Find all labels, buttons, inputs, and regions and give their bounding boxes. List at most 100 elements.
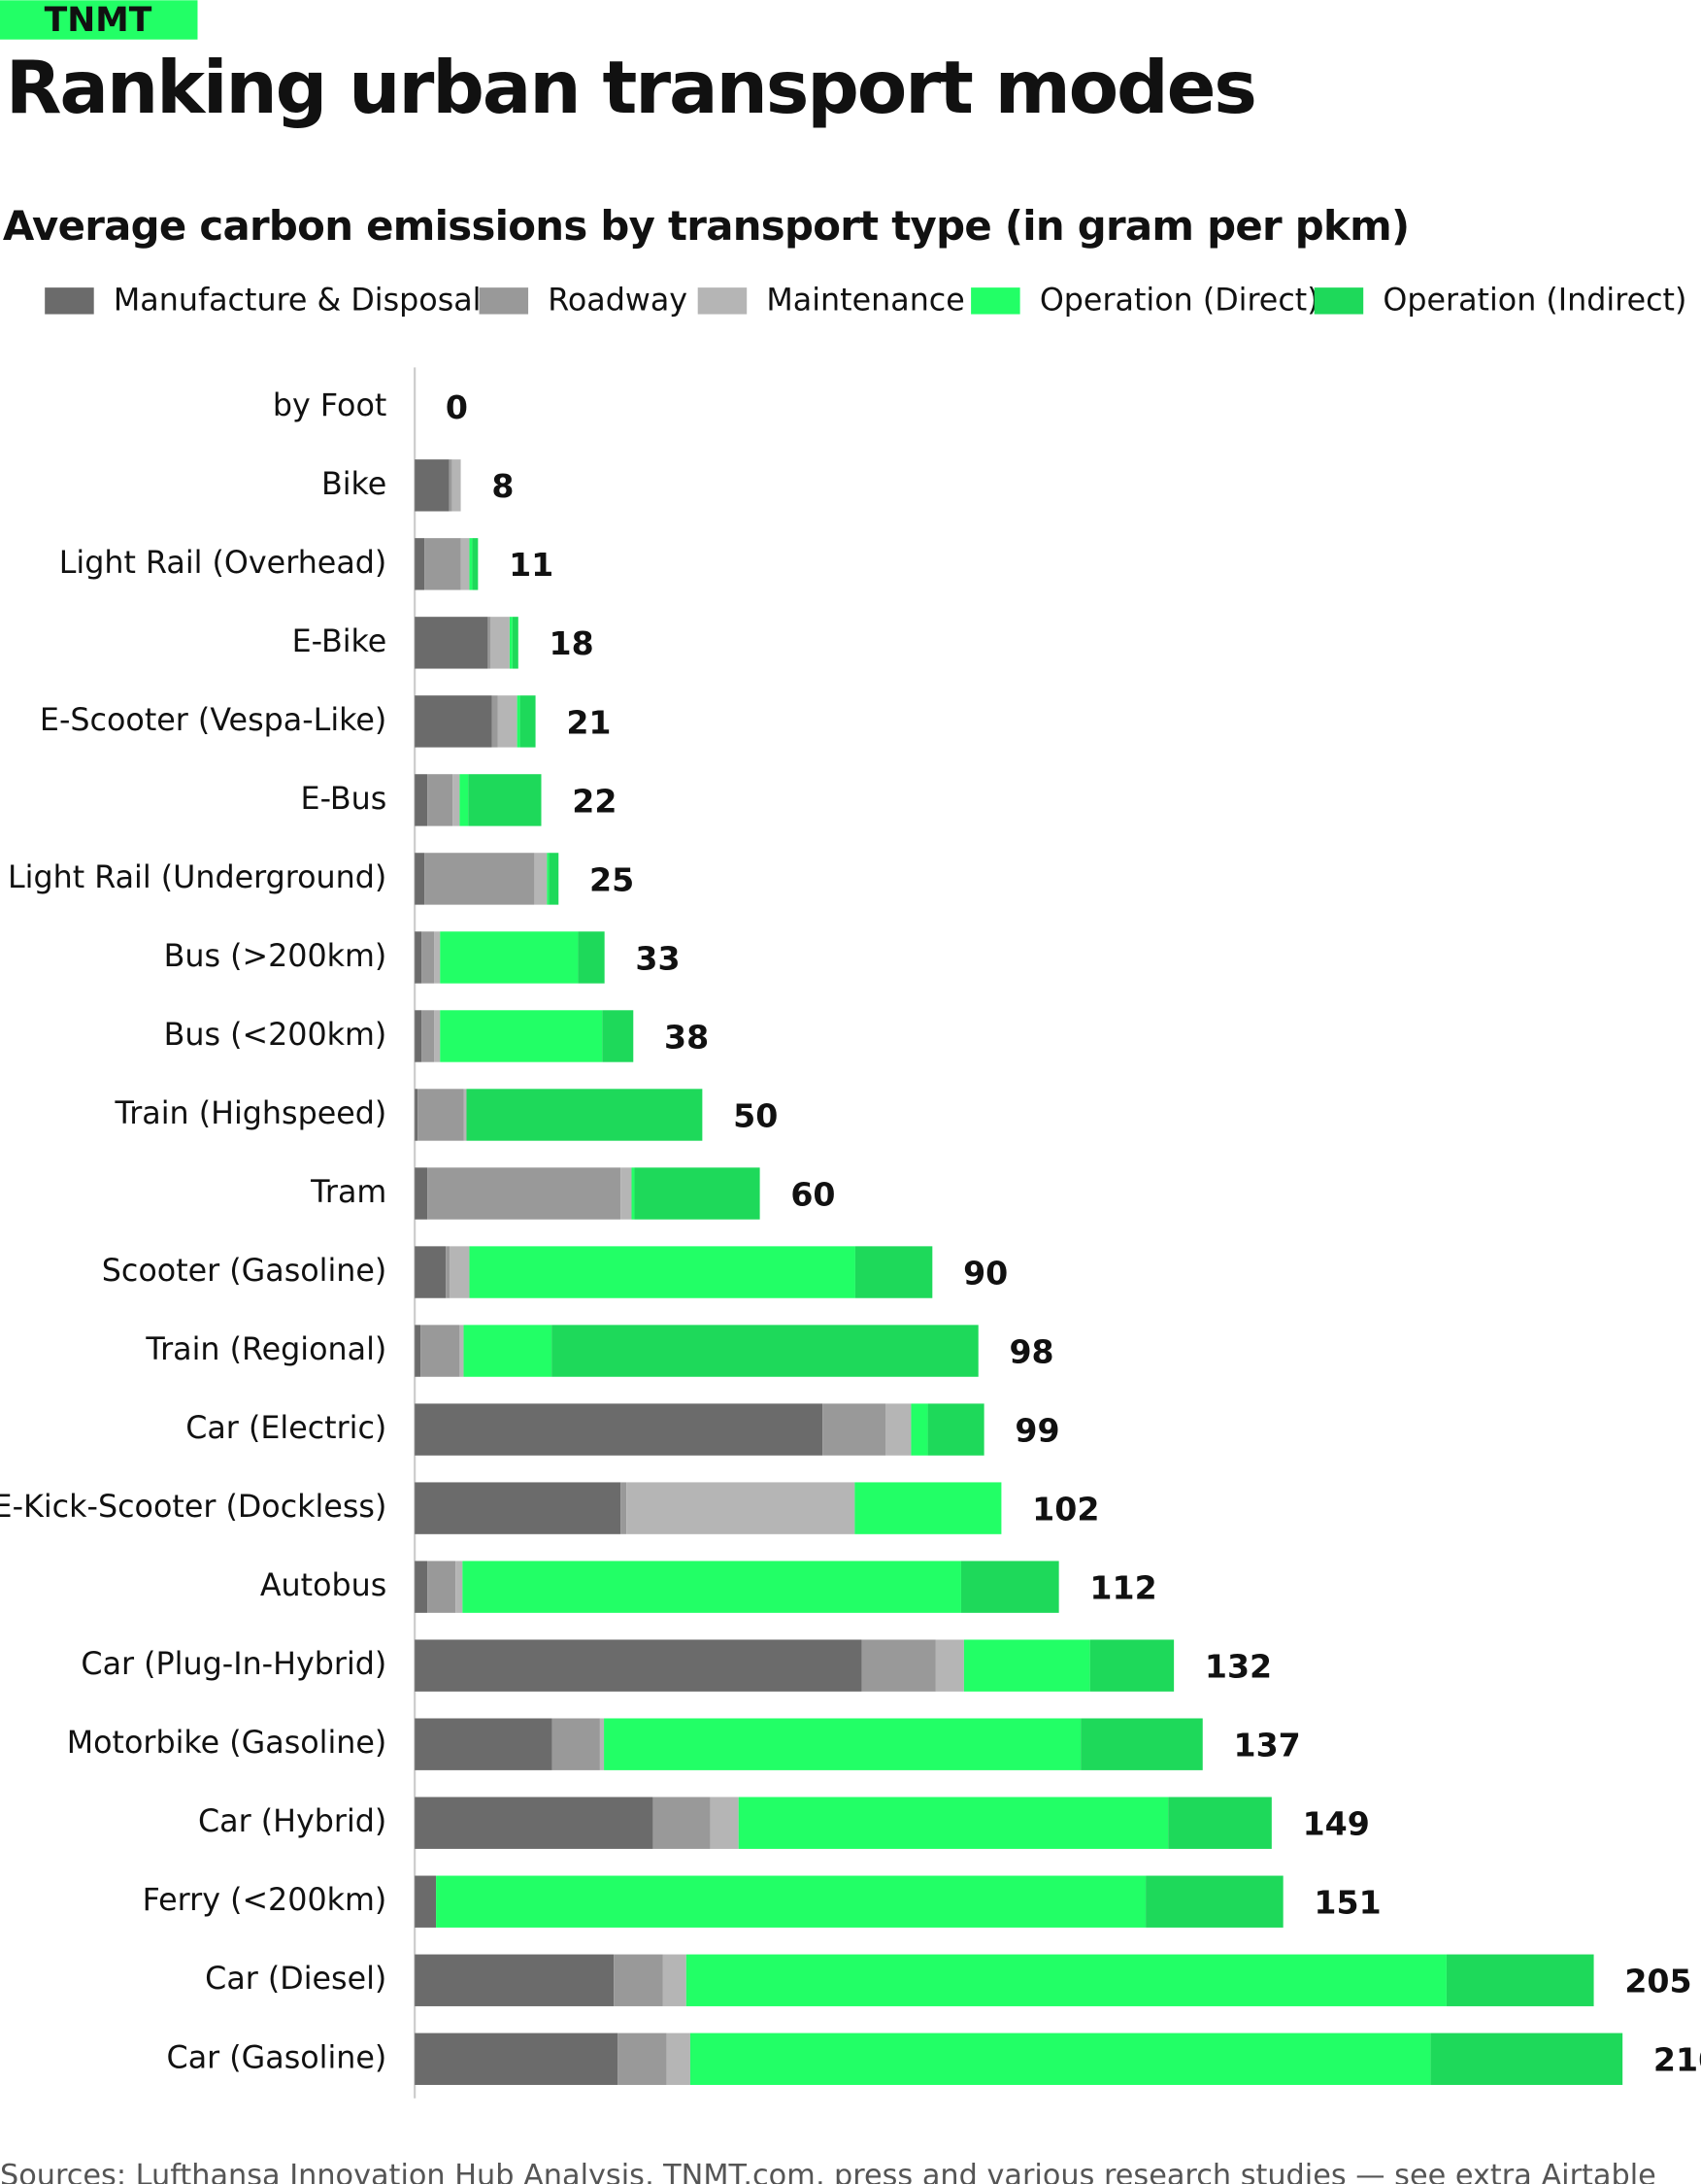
bar-segment bbox=[415, 1482, 621, 1534]
bar-segment bbox=[415, 1325, 421, 1377]
category-label: Bike bbox=[321, 467, 386, 502]
bar-segment bbox=[487, 617, 491, 669]
bar-segment bbox=[620, 1167, 632, 1220]
bar-segment bbox=[652, 1797, 711, 1849]
bar-segment bbox=[459, 1325, 464, 1377]
legend-label: Roadway bbox=[548, 284, 687, 319]
legend-swatch bbox=[1314, 287, 1364, 315]
total-label: 137 bbox=[1233, 1727, 1300, 1764]
bar-segment bbox=[685, 1954, 1447, 2006]
bar-segment bbox=[440, 931, 579, 984]
bar-segment bbox=[634, 1167, 760, 1220]
category-label: Tram bbox=[310, 1175, 386, 1210]
category-label: E-Bus bbox=[301, 782, 387, 817]
total-label: 210 bbox=[1653, 2041, 1701, 2079]
bar-segment bbox=[415, 538, 425, 590]
bar-segment bbox=[1168, 1797, 1272, 1849]
bar-segment bbox=[469, 1246, 855, 1298]
bar-segment bbox=[469, 538, 473, 590]
category-label: Motorbike (Gasoline) bbox=[67, 1726, 387, 1761]
total-label: 151 bbox=[1314, 1884, 1381, 1922]
total-label: 0 bbox=[446, 388, 468, 426]
category-label: E-Bike bbox=[292, 624, 387, 659]
bar-segment bbox=[462, 1561, 961, 1613]
bar-segment bbox=[424, 853, 535, 905]
bar-segment bbox=[599, 1718, 605, 1770]
total-label: 149 bbox=[1303, 1805, 1370, 1843]
bar-segment bbox=[427, 1561, 456, 1613]
bar-segment bbox=[911, 1403, 928, 1456]
legend-label: Operation (Indirect) bbox=[1383, 284, 1686, 319]
bar-segment bbox=[415, 931, 422, 984]
bar-segment bbox=[455, 1561, 463, 1613]
bar-segment bbox=[452, 774, 460, 826]
bar-segment bbox=[459, 774, 469, 826]
bar-segment bbox=[617, 2033, 667, 2085]
category-label: Car (Plug-In-Hybrid) bbox=[81, 1647, 386, 1682]
total-label: 18 bbox=[550, 624, 594, 662]
category-label: E-Kick-Scooter (Dockless) bbox=[0, 1490, 386, 1525]
bar-segment bbox=[497, 695, 517, 748]
bar-segment bbox=[885, 1403, 912, 1456]
bar-segment bbox=[472, 538, 479, 590]
bar-segment bbox=[534, 853, 548, 905]
bar-segment bbox=[440, 1010, 603, 1062]
bar-segment bbox=[424, 538, 461, 590]
total-label: 25 bbox=[589, 860, 634, 898]
bar-segment bbox=[738, 1797, 1169, 1849]
bar-segment bbox=[551, 1718, 600, 1770]
bar-segment bbox=[662, 1954, 686, 2006]
category-label: by Foot bbox=[273, 388, 386, 423]
bar-segment bbox=[626, 1482, 855, 1534]
bar-segment bbox=[463, 1325, 552, 1377]
bar-segment bbox=[620, 1482, 627, 1534]
bar-segment bbox=[415, 853, 425, 905]
total-label: 99 bbox=[1015, 1411, 1059, 1449]
bar-segment bbox=[1446, 1954, 1594, 2006]
bar-segment bbox=[1430, 2033, 1623, 2085]
bar-segment bbox=[460, 538, 470, 590]
bar-segment bbox=[466, 1089, 703, 1141]
total-label: 98 bbox=[1009, 1332, 1053, 1370]
bar-segment bbox=[963, 1639, 1090, 1692]
total-label: 11 bbox=[509, 546, 553, 584]
bar-segment bbox=[604, 1718, 1082, 1770]
category-label: Light Rail (Underground) bbox=[8, 860, 386, 895]
bar-segment bbox=[1081, 1718, 1203, 1770]
bar-segment bbox=[421, 1010, 435, 1062]
bar-segment bbox=[415, 459, 450, 512]
bar-segment bbox=[420, 1325, 460, 1377]
legend-label: Maintenance bbox=[766, 284, 964, 319]
bar-segment bbox=[861, 1639, 936, 1692]
bar-segment bbox=[415, 1797, 653, 1849]
total-label: 205 bbox=[1624, 1963, 1691, 2000]
legend-swatch bbox=[45, 287, 94, 315]
total-label: 112 bbox=[1089, 1569, 1156, 1607]
bar-segment bbox=[415, 1639, 862, 1692]
bar-segment bbox=[578, 931, 605, 984]
bar-segment bbox=[935, 1639, 964, 1692]
bar-segment bbox=[446, 1246, 450, 1298]
legend-swatch bbox=[971, 287, 1020, 315]
bar-segment bbox=[854, 1482, 1002, 1534]
category-label: Scooter (Gasoline) bbox=[102, 1254, 387, 1289]
bar-segment bbox=[468, 774, 542, 826]
page-title: Ranking urban transport modes bbox=[6, 45, 1255, 130]
bar-segment bbox=[549, 853, 559, 905]
category-label: Train (Highspeed) bbox=[115, 1096, 387, 1131]
bar-segment bbox=[551, 1325, 979, 1377]
bar-segment bbox=[434, 1010, 441, 1062]
legend-swatch bbox=[697, 287, 748, 315]
category-label: Train (Regional) bbox=[145, 1332, 386, 1367]
bar-segment bbox=[927, 1403, 984, 1456]
category-label: Light Rail (Overhead) bbox=[59, 546, 387, 581]
bar-segment bbox=[415, 617, 488, 669]
total-label: 60 bbox=[790, 1175, 835, 1213]
bar-segment bbox=[854, 1246, 933, 1298]
bar-segment bbox=[415, 1954, 615, 2006]
total-label: 102 bbox=[1032, 1491, 1099, 1529]
legend-label: Operation (Direct) bbox=[1040, 284, 1319, 319]
bar-segment bbox=[689, 2033, 1431, 2085]
bar-segment bbox=[614, 1954, 663, 2006]
